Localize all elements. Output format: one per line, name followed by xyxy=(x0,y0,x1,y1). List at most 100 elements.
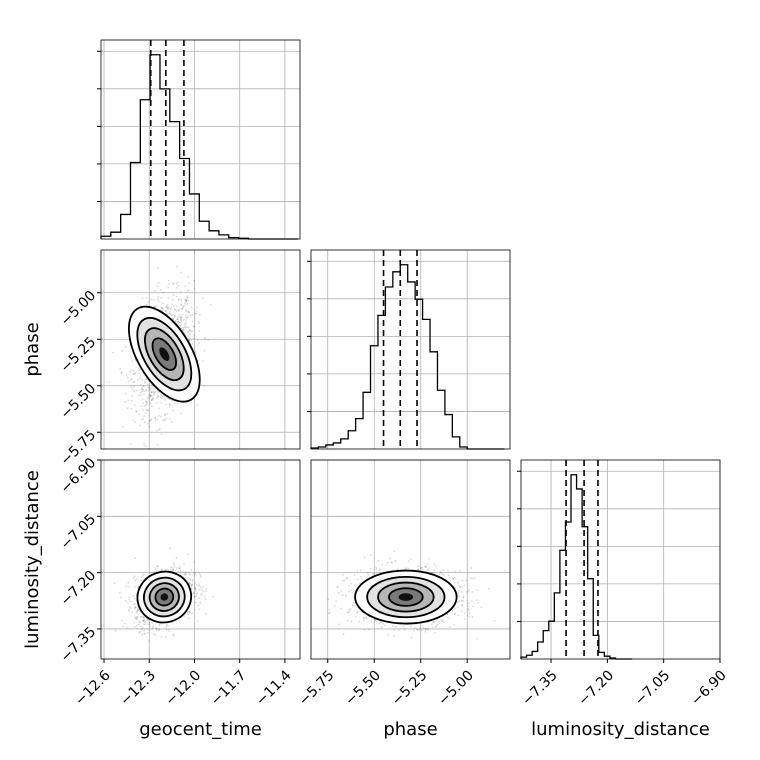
scatter-point xyxy=(155,569,158,572)
contour-frame-phase-luminosity_distance xyxy=(310,459,511,660)
scatter-point xyxy=(407,560,410,562)
scatter-point xyxy=(156,401,158,404)
scatter-point xyxy=(156,266,159,269)
scatter-point xyxy=(393,634,396,637)
scatter-point xyxy=(132,595,135,598)
scatter-point xyxy=(459,569,462,572)
scatter-point xyxy=(424,565,427,568)
scatter-point xyxy=(385,564,388,566)
scatter-point xyxy=(149,394,152,397)
scatter-point xyxy=(161,419,164,422)
scatter-point xyxy=(127,585,130,588)
scatter-point xyxy=(347,611,349,614)
scatter-point xyxy=(158,428,161,430)
scatter-point xyxy=(372,572,375,575)
scatter-point xyxy=(154,634,157,637)
scatter-point xyxy=(141,398,144,401)
scatter-point xyxy=(149,402,152,404)
scatter-point xyxy=(166,308,169,311)
scatter-point xyxy=(172,317,175,320)
scatter-point xyxy=(127,602,130,604)
scatter-point xyxy=(199,601,202,604)
scatter-point xyxy=(168,283,170,285)
scatter-point xyxy=(201,588,204,591)
scatter-point xyxy=(447,616,449,619)
scatter-point xyxy=(147,396,150,399)
scatter-point xyxy=(182,305,184,308)
scatter-point xyxy=(459,586,462,589)
scatter-point xyxy=(337,623,340,626)
scatter-point xyxy=(193,325,196,328)
scatter-point xyxy=(143,629,146,632)
scatter-point xyxy=(165,626,168,629)
scatter-point xyxy=(442,569,444,572)
scatter-point xyxy=(124,622,127,625)
scatter-point xyxy=(195,312,198,315)
scatter-point xyxy=(148,628,151,631)
scatter-point xyxy=(134,579,137,582)
x-tick-label-phase: −5.25 xyxy=(389,667,431,709)
scatter-point xyxy=(194,601,197,604)
scatter-point xyxy=(139,391,142,394)
scatter-point xyxy=(134,606,137,608)
scatter-point xyxy=(148,456,150,458)
scatter-point xyxy=(145,618,148,621)
scatter-point xyxy=(189,573,192,576)
scatter-point xyxy=(143,415,145,417)
scatter-point xyxy=(176,317,179,320)
scatter-point xyxy=(133,404,136,406)
scatter-point xyxy=(133,616,136,618)
scatter-point xyxy=(160,401,163,404)
scatter-point xyxy=(138,369,140,372)
scatter-point xyxy=(121,619,124,622)
scatter-point xyxy=(112,351,114,354)
scatter-point xyxy=(347,590,350,593)
scatter-point xyxy=(404,567,407,570)
scatter-point xyxy=(192,592,195,595)
scatter-point xyxy=(164,636,167,639)
histogram-luminosity_distance xyxy=(520,474,633,660)
scatter-point xyxy=(119,368,122,371)
scatter-point xyxy=(202,585,204,588)
scatter-point xyxy=(180,324,183,326)
scatter-point xyxy=(134,617,137,620)
scatter-point xyxy=(186,553,189,556)
scatter-point xyxy=(144,445,147,447)
scatter-point xyxy=(161,306,164,309)
scatter-point xyxy=(194,350,197,353)
x-tick-label-geocent_time: −12.6 xyxy=(72,667,114,709)
scatter-point xyxy=(440,618,443,621)
scatter-point xyxy=(130,369,133,371)
scatter-point xyxy=(127,399,130,402)
scatter-point xyxy=(172,283,175,286)
scatter-point xyxy=(434,631,437,634)
scatter-point xyxy=(145,388,148,391)
scatter-point xyxy=(138,413,141,416)
scatter-point xyxy=(365,617,368,620)
scatter-point xyxy=(140,419,143,421)
scatter-point xyxy=(189,329,192,331)
scatter-point xyxy=(188,338,191,341)
scatter-point xyxy=(441,620,444,622)
scatter-point xyxy=(471,591,474,593)
scatter-point xyxy=(139,377,142,380)
scatter-point xyxy=(179,412,182,415)
scatter-point xyxy=(146,409,148,412)
contour-line-0 xyxy=(128,305,201,403)
scatter-point xyxy=(432,620,435,623)
scatter-point xyxy=(132,603,135,606)
scatter-point xyxy=(128,380,130,383)
scatter-point xyxy=(454,576,456,579)
scatter-point xyxy=(386,561,389,564)
scatter-point xyxy=(421,566,424,569)
scatter-point xyxy=(161,309,164,312)
scatter-point xyxy=(172,318,175,321)
scatter-point xyxy=(128,598,130,601)
scatter-point xyxy=(179,565,182,568)
scatter-point xyxy=(152,390,155,393)
scatter-point xyxy=(147,389,150,392)
scatter-point xyxy=(155,627,157,629)
x-tick-label-geocent_time: −12.3 xyxy=(117,667,159,709)
scatter-point xyxy=(432,621,435,624)
scatter-point xyxy=(207,338,209,341)
